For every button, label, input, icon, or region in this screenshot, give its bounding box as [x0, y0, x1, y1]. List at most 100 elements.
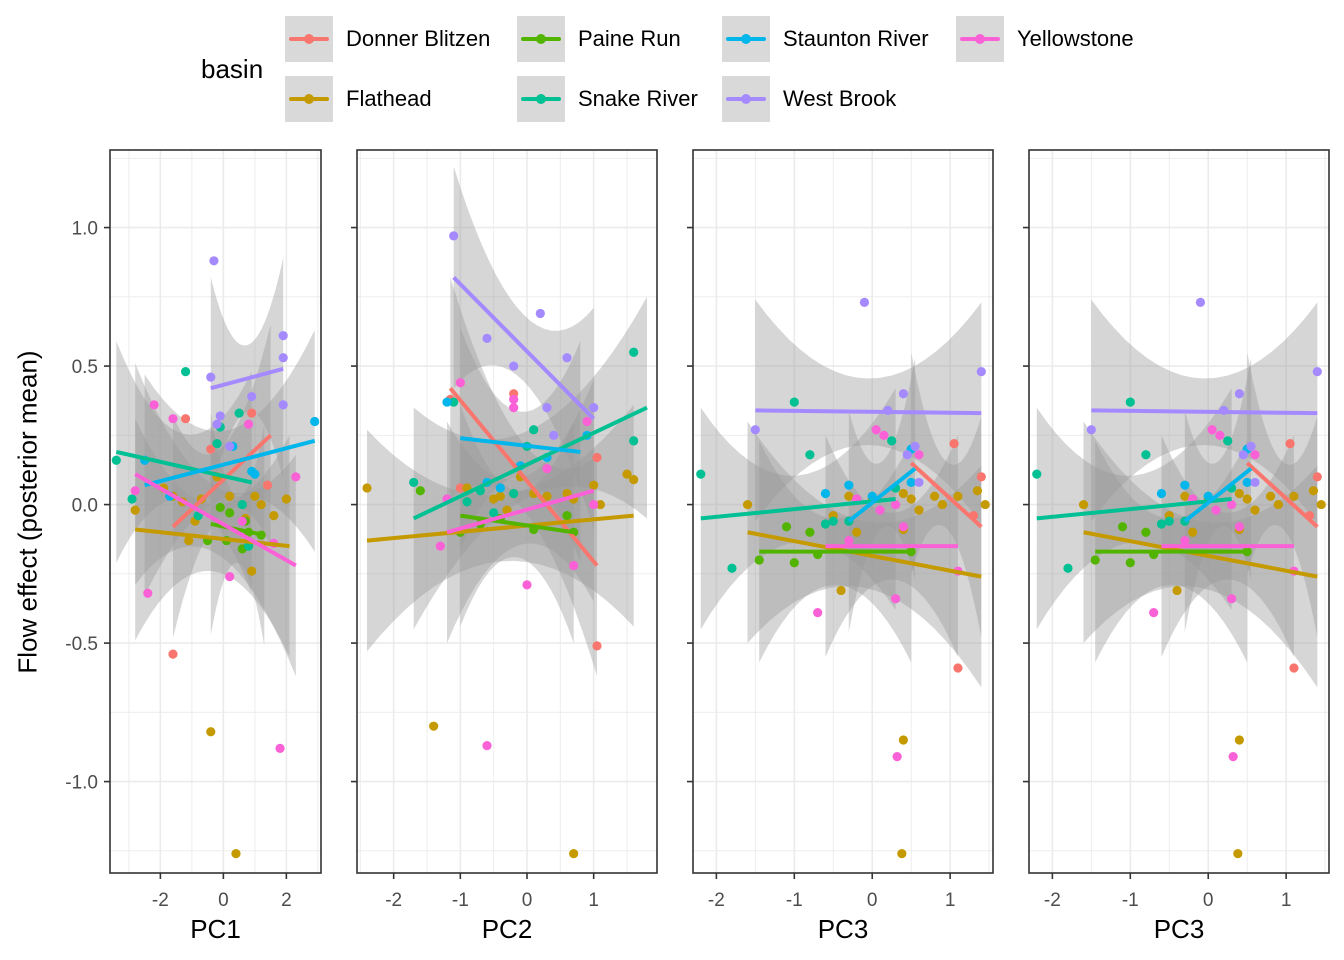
data-point-west-brook	[1086, 425, 1096, 435]
data-point-snake-river	[789, 397, 799, 407]
data-point-donner-blitzen	[455, 483, 465, 493]
data-point-paine-run	[1125, 558, 1135, 568]
legend-label: Paine Run	[578, 26, 681, 51]
data-point-yellowstone	[813, 608, 823, 618]
data-point-west-brook	[482, 333, 492, 343]
panel-border	[356, 149, 658, 874]
data-point-flathead	[1180, 491, 1190, 501]
legend-label: Staunton River	[783, 26, 929, 51]
data-point-yellowstone	[1228, 752, 1238, 762]
legend-label: Flathead	[346, 86, 432, 111]
x-tick-label: -2	[708, 890, 725, 911]
data-point-donner-blitzen	[592, 641, 602, 651]
data-point-staunton-river	[906, 477, 916, 488]
data-point-snake-river	[1063, 563, 1073, 573]
legend-label: Donner Blitzen	[346, 26, 491, 51]
fit-line-paine-run	[210, 522, 265, 538]
data-point-yellowstone	[589, 499, 599, 510]
data-point-donner-blitzen	[1312, 472, 1322, 482]
data-point-flathead	[1234, 488, 1244, 499]
data-point-flathead	[898, 488, 908, 499]
data-point-yellowstone	[522, 580, 532, 590]
data-point-snake-river	[529, 425, 539, 435]
x-tick-label: 1	[1281, 890, 1292, 911]
data-point-yellowstone	[1226, 594, 1237, 604]
data-point-paine-run	[805, 527, 815, 537]
data-point-staunton-river	[495, 483, 505, 493]
legend-point-swatch	[741, 94, 751, 104]
legend-key-flathead	[285, 76, 333, 122]
data-point-yellowstone	[1215, 430, 1225, 440]
data-point-west-brook	[976, 367, 986, 377]
data-point-flathead	[429, 721, 439, 731]
data-point-west-brook	[750, 425, 760, 435]
data-point-west-brook	[215, 411, 225, 421]
data-point-yellowstone	[871, 425, 881, 435]
data-point-flathead	[898, 735, 908, 745]
data-point-yellowstone	[890, 594, 901, 604]
fit-line-staunton-river	[460, 436, 581, 454]
data-point-yellowstone	[509, 403, 519, 413]
data-point-west-brook	[1312, 367, 1322, 377]
data-point-flathead	[595, 499, 605, 510]
legend-key-donner-blitzen	[285, 16, 333, 62]
x-tick-label: 1	[945, 890, 956, 911]
data-point-west-brook	[549, 430, 559, 440]
legend-label: West Brook	[783, 86, 897, 111]
data-point-yellowstone	[1211, 505, 1221, 515]
data-point-snake-river	[887, 436, 897, 446]
x-tick-label: -1	[452, 890, 469, 911]
data-point-paine-run	[415, 486, 425, 496]
data-point-flathead	[1188, 527, 1198, 537]
fit-line-flathead	[1083, 530, 1318, 579]
data-point-flathead	[569, 849, 579, 859]
panel-4: -2 -1 0 1 PC3	[1023, 149, 1330, 944]
data-point-flathead	[1250, 505, 1260, 515]
y-tick-label: 0.0	[72, 496, 98, 517]
data-point-snake-river	[111, 455, 121, 465]
data-point-yellowstone	[914, 450, 924, 460]
data-point-west-brook	[449, 231, 459, 241]
data-point-staunton-river	[820, 488, 831, 499]
data-point-yellowstone	[879, 430, 889, 440]
data-point-flathead	[281, 494, 291, 504]
fit-line-snake-river	[412, 405, 648, 521]
data-point-yellowstone	[898, 522, 908, 532]
data-point-flathead	[231, 849, 241, 859]
data-point-west-brook	[1250, 477, 1260, 488]
data-point-flathead	[629, 475, 639, 485]
panel-plot-layer	[362, 166, 648, 859]
data-point-yellowstone	[291, 472, 301, 482]
data-point-flathead	[929, 491, 940, 501]
data-point-snake-river	[462, 497, 472, 507]
legend-key-paine-run	[517, 16, 565, 62]
fit-line-staunton-river	[847, 466, 917, 523]
data-point-snake-river	[409, 477, 419, 488]
data-point-snake-river	[805, 450, 815, 460]
fit-line-yellowstone	[134, 472, 297, 568]
x-axis-title: PC1	[190, 914, 241, 944]
panel-1: -1.0 -0.5 0.0 0.5 1.0 -2 0 2 PC1	[65, 149, 322, 944]
data-point-yellowstone	[875, 505, 885, 515]
data-point-flathead	[972, 486, 983, 496]
legend-key-snake-river	[517, 76, 565, 122]
data-point-paine-run	[906, 547, 916, 557]
fit-line-west-brook	[452, 276, 596, 421]
data-point-staunton-river	[310, 416, 320, 427]
data-point-paine-run	[225, 508, 235, 518]
data-point-yellowstone	[1234, 522, 1244, 532]
data-point-flathead	[247, 566, 257, 576]
data-point-snake-river	[1156, 519, 1167, 529]
data-point-donner-blitzen	[262, 480, 273, 490]
data-point-snake-river	[237, 499, 247, 510]
fit-line-donner-blitzen	[909, 461, 983, 529]
data-point-yellowstone	[582, 416, 592, 427]
data-point-flathead	[1308, 486, 1319, 496]
legend-point-swatch	[536, 94, 546, 104]
data-point-snake-river	[127, 494, 137, 504]
data-point-donner-blitzen	[949, 439, 959, 449]
x-axis-title: PC2	[482, 914, 533, 944]
data-point-yellowstone	[225, 571, 235, 582]
fit-line-snake-river	[115, 449, 253, 485]
data-point-flathead	[852, 527, 862, 537]
